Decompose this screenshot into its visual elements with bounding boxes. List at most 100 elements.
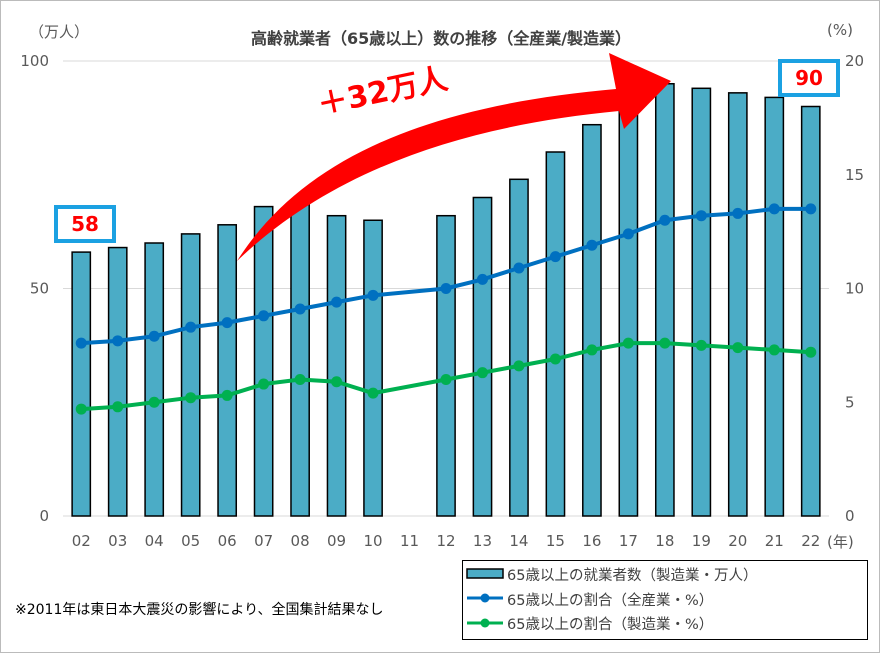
end-value-callout: 90 (778, 59, 840, 97)
point-2-20 (732, 342, 744, 354)
point-2-06 (221, 389, 233, 401)
x-tick-label: 09 (327, 532, 346, 550)
bar-06 (217, 224, 238, 517)
legend-marker-all (480, 593, 490, 603)
point-2-07 (258, 378, 270, 390)
x-tick-label: 06 (218, 532, 237, 550)
point-2-15 (549, 353, 561, 365)
bar-03 (107, 246, 128, 517)
point-2-14 (513, 360, 525, 372)
bar-07 (253, 205, 274, 517)
point-1-05 (185, 321, 197, 333)
point-1-22 (805, 203, 817, 215)
x-tick-label: 13 (473, 532, 492, 550)
bar-09 (326, 214, 347, 517)
point-2-22 (805, 346, 817, 358)
footnote: ※2011年は東日本大震災の影響により、全国集計結果なし (15, 602, 384, 618)
right-tick-label: 20 (845, 52, 864, 70)
x-tick-label: 04 (145, 532, 164, 550)
point-1-04 (148, 330, 160, 342)
point-2-19 (695, 339, 707, 351)
legend-bar-swatch (466, 568, 504, 579)
point-2-17 (622, 337, 634, 349)
increase-arrow-icon (237, 53, 671, 261)
right-tick-label: 5 (845, 393, 855, 411)
x-tick-label: 15 (546, 532, 565, 550)
point-1-08 (294, 303, 306, 315)
bar-15 (545, 151, 566, 517)
point-2-10 (367, 387, 379, 399)
point-1-15 (549, 251, 561, 263)
bar-12 (436, 214, 456, 517)
point-2-08 (294, 374, 306, 385)
right-tick-label: 15 (845, 166, 864, 184)
x-tick-label: 11 (400, 532, 419, 550)
point-2-04 (148, 396, 160, 408)
bar-14 (509, 178, 529, 517)
x-tick-label: 10 (364, 532, 383, 550)
left-tick-label: 100 (20, 52, 49, 70)
right-axis-unit: (%) (827, 21, 853, 39)
x-tick-label: 18 (655, 532, 674, 550)
point-1-02 (75, 337, 87, 349)
bar-10 (363, 219, 383, 517)
point-1-07 (258, 310, 270, 322)
x-tick-label: 21 (765, 532, 784, 550)
point-1-19 (695, 210, 707, 222)
point-1-17 (622, 228, 634, 240)
legend-label-workers: 65歳以上の就業者数（製造業・万人） (507, 568, 758, 584)
point-2-09 (331, 376, 343, 388)
x-tick-label: 05 (181, 532, 200, 550)
x-tick-label: 08 (291, 532, 310, 550)
point-1-12 (440, 283, 452, 294)
series-line-2 (81, 341, 811, 412)
point-2-05 (185, 392, 197, 404)
bar-21 (764, 96, 785, 517)
start-value-callout: 58 (54, 205, 116, 243)
legend-label-share-mfg: 65歳以上の割合（製造業・%） (507, 617, 714, 633)
point-1-13 (476, 273, 488, 285)
point-2-16 (586, 344, 598, 356)
point-1-20 (732, 207, 744, 219)
point-1-06 (221, 317, 233, 329)
x-tick-label: 16 (582, 532, 601, 550)
x-tick-label: 22 (801, 532, 820, 550)
right-tick-label: 0 (845, 507, 855, 525)
point-2-21 (768, 344, 780, 356)
bar-13 (472, 196, 493, 517)
bar-02 (71, 251, 92, 517)
x-axis-unit: (年) (827, 533, 854, 551)
legend-marker-mfg (480, 618, 490, 628)
point-2-02 (75, 403, 87, 415)
point-1-18 (659, 214, 671, 226)
x-tick-label: 07 (254, 532, 273, 550)
left-tick-label: 50 (30, 280, 49, 298)
bar-08 (290, 201, 310, 517)
bar-17 (618, 105, 639, 517)
legend-swatches (466, 568, 504, 628)
x-tick-label: 17 (619, 532, 638, 550)
legend-label-share-all: 65歳以上の割合（全産業・%） (507, 593, 714, 609)
legend: 65歳以上の就業者数（製造業・万人） 65歳以上の割合（全産業・%） 65歳以上… (462, 560, 868, 640)
x-tick-label: 03 (108, 532, 127, 550)
bar-19 (691, 87, 712, 517)
point-2-13 (476, 367, 488, 379)
x-tick-label: 20 (728, 532, 747, 550)
point-1-14 (513, 262, 525, 274)
x-tick-label: 14 (509, 532, 528, 550)
bar-20 (727, 92, 748, 517)
point-2-03 (112, 401, 124, 413)
point-1-16 (586, 239, 598, 251)
x-tick-label: 19 (692, 532, 711, 550)
x-tick-label: 02 (72, 532, 91, 550)
point-1-21 (768, 203, 780, 215)
series-line-1 (81, 206, 811, 346)
x-tick-label: 12 (436, 532, 455, 550)
point-1-09 (331, 296, 343, 308)
bar-04 (144, 242, 165, 517)
bar-22 (800, 105, 821, 517)
left-axis-unit: （万人） (29, 23, 90, 41)
bar-05 (180, 233, 201, 517)
point-2-12 (440, 374, 452, 385)
